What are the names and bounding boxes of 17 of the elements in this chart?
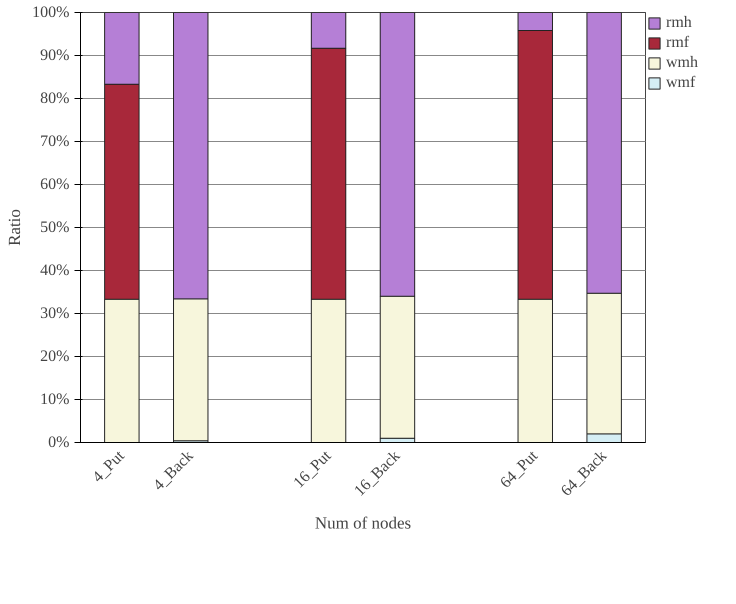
legend-label: wmh bbox=[666, 54, 698, 72]
y-tick-label: 50% bbox=[40, 219, 70, 236]
y-tick-label: 40% bbox=[40, 262, 70, 279]
y-tick-label: 30% bbox=[40, 305, 70, 322]
y-tick-label: 20% bbox=[40, 348, 70, 365]
y-tick-label: 90% bbox=[40, 47, 70, 64]
y-tick-label: 100% bbox=[32, 4, 70, 21]
y-axis-title: Ratio bbox=[5, 209, 24, 246]
y-tick-label: 60% bbox=[40, 176, 70, 193]
legend-label: rmf bbox=[666, 34, 690, 52]
legend-label: wmf bbox=[666, 74, 696, 92]
x-axis-title: Num of nodes bbox=[314, 514, 412, 533]
y-tick-label: 10% bbox=[40, 391, 70, 408]
y-tick-label: 80% bbox=[40, 90, 70, 107]
legend-label: rmh bbox=[666, 14, 692, 32]
y-tick-label: 70% bbox=[40, 133, 70, 150]
y-tick-label: 0% bbox=[48, 434, 70, 451]
